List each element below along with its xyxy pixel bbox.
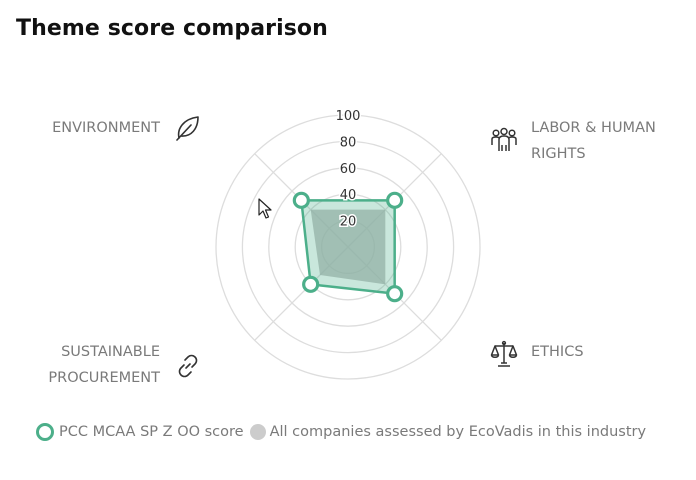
series-company-point-1: [386, 191, 404, 209]
radar-ticks: 20 40 60 80 100: [334, 108, 362, 232]
legend-item-industry[interactable]: All companies assessed by EcoVadis in th…: [249, 424, 647, 440]
people-group-icon: [489, 125, 519, 155]
grid-ring-80: [241, 140, 455, 354]
legend-swatch-company: [36, 423, 54, 441]
series-company-point-0: [292, 191, 310, 209]
tick-label-100: 100: [336, 109, 361, 124]
tick-label-40: 40: [340, 188, 357, 203]
chart-title: Theme score comparison: [16, 16, 328, 41]
tick-label-20: 20: [340, 215, 357, 230]
tick-label-80: 80: [340, 135, 357, 150]
chain-link-icon: [173, 351, 203, 381]
scales-icon: [489, 339, 519, 369]
theme-label-labor-human-rights: LABOR & HUMAN RIGHTS: [531, 120, 656, 162]
leaf-icon: [173, 113, 203, 143]
chart-legend: PCC MCAA SP Z OO score All companies ass…: [36, 421, 652, 443]
legend-swatch-industry: [249, 424, 266, 440]
legend-label-company: PCC MCAA SP Z OO score: [59, 424, 244, 440]
series-company-point-3: [302, 275, 320, 293]
radar-series: [292, 191, 404, 303]
grid-ring-60: [268, 167, 428, 327]
mouse-cursor-icon: [258, 198, 272, 219]
grid-ring-40: [294, 193, 402, 301]
theme-label-ethics: ETHICS: [531, 344, 584, 360]
legend-item-company[interactable]: PCC MCAA SP Z OO score: [36, 423, 244, 441]
series-company-point-2: [386, 285, 404, 303]
legend-label-industry: All companies assessed by EcoVadis in th…: [269, 424, 647, 440]
series-industry-area: [310, 209, 386, 285]
theme-label-sustainable-procurement: SUSTAINABLE PROCUREMENT: [48, 344, 160, 386]
theme-label-environment: ENVIRONMENT: [52, 120, 160, 136]
grid-ring-100: [215, 114, 481, 380]
tick-label-60: 60: [340, 162, 357, 177]
